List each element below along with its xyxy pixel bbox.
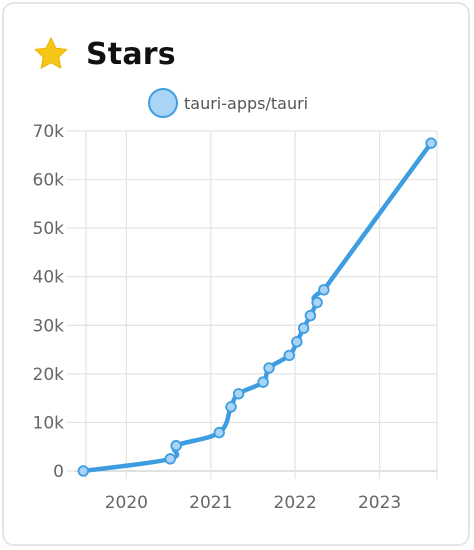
- data-point[interactable]: [297, 322, 310, 334]
- data-point[interactable]: [77, 465, 89, 477]
- data-point[interactable]: [257, 376, 269, 388]
- data-point[interactable]: [225, 401, 237, 413]
- y-tick-label: 40k: [33, 268, 65, 288]
- legend-label[interactable]: tauri-apps/tauri: [184, 94, 308, 113]
- x-tick-label: 2022: [274, 493, 317, 513]
- y-tick-label: 0: [53, 462, 64, 482]
- legend[interactable]: tauri-apps/tauri: [148, 88, 308, 118]
- data-point[interactable]: [232, 388, 245, 400]
- data-point[interactable]: [311, 296, 323, 309]
- card-header: Stars: [32, 34, 176, 74]
- series-line: [81, 140, 434, 474]
- series-layer: [81, 140, 434, 474]
- y-tick-label: 10k: [33, 413, 65, 433]
- y-tick-label: 30k: [33, 316, 65, 336]
- card-title: Stars: [86, 36, 176, 72]
- data-point[interactable]: [263, 362, 275, 374]
- data-point[interactable]: [291, 336, 303, 348]
- data-point[interactable]: [425, 137, 437, 149]
- grid: [74, 130, 438, 479]
- x-tick-label: 2023: [358, 493, 401, 513]
- data-point[interactable]: [170, 440, 182, 452]
- axes: 0 10k 20k 30k 40k 50k 60k 70k 2020 2021 2022 2023: [33, 122, 402, 513]
- y-tick-label: 20k: [33, 365, 65, 385]
- stars-card: [2, 2, 470, 546]
- y-tick-label: 50k: [33, 219, 65, 239]
- data-point[interactable]: [318, 284, 330, 296]
- x-tick-label: 2020: [105, 493, 148, 513]
- legend-swatch[interactable]: [148, 88, 178, 118]
- data-point[interactable]: [283, 349, 295, 362]
- y-tick-label: 70k: [33, 122, 65, 142]
- data-point[interactable]: [164, 453, 176, 465]
- star-icon: [34, 37, 68, 69]
- points-layer: [77, 137, 437, 477]
- x-tick-label: 2021: [189, 493, 232, 513]
- data-point[interactable]: [304, 309, 317, 322]
- data-point[interactable]: [213, 426, 225, 439]
- y-tick-label: 60k: [33, 171, 65, 191]
